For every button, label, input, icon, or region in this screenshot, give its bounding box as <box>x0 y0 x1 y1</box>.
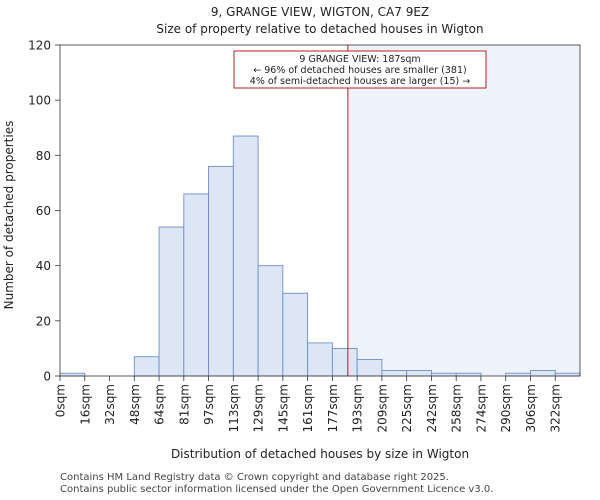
y-tick-label: 100 <box>28 94 51 108</box>
x-tick-label: 306sqm <box>524 384 538 432</box>
x-tick-label: 274sqm <box>474 384 488 432</box>
x-tick-label: 145sqm <box>276 384 290 432</box>
x-axis-ticks: 0sqm 16sqm 32sqm 48sqm 64sqm 81sqm 97sqm 113sqm… <box>54 376 563 432</box>
y-axis-label: Number of detached properties <box>2 121 16 310</box>
histogram-bar <box>406 370 432 377</box>
histogram-bar <box>356 359 383 377</box>
histogram-bar <box>430 372 457 377</box>
histogram-bar <box>59 372 86 377</box>
histogram-bar <box>455 372 482 377</box>
highlight-region <box>347 45 580 376</box>
chart-subtitle: Size of property relative to detached ho… <box>156 22 483 36</box>
x-tick-label: 129sqm <box>252 384 266 432</box>
annotation-box: 9 GRANGE VIEW: 187sqm ← 96% of detached … <box>233 50 487 89</box>
x-tick-label: 290sqm <box>499 384 513 432</box>
y-tick-label: 80 <box>36 149 51 163</box>
histogram-bar <box>282 292 309 377</box>
x-tick-label: 16sqm <box>78 384 92 425</box>
histogram-bar <box>257 265 284 377</box>
footer-copyright: Contains HM Land Registry data © Crown c… <box>60 472 449 483</box>
x-tick-label: 193sqm <box>351 384 365 432</box>
histogram-bar <box>183 193 210 377</box>
histogram-bar <box>232 135 259 377</box>
x-tick-label: 97sqm <box>202 384 216 425</box>
x-tick-label: 209sqm <box>375 384 389 432</box>
x-tick-label: 48sqm <box>128 384 142 425</box>
y-tick-label: 60 <box>36 204 51 218</box>
histogram-bars <box>59 135 581 377</box>
histogram-bar <box>158 226 185 377</box>
chart-title: 9, GRANGE VIEW, WIGTON, CA7 9EZ <box>211 5 429 19</box>
histogram-bar <box>307 342 333 377</box>
x-axis-label: Distribution of detached houses by size … <box>171 447 469 461</box>
footer-licence: Contains public sector information licen… <box>60 484 494 495</box>
y-axis-ticks: 0 20 40 60 80 100 120 <box>28 39 60 384</box>
annotation-frame <box>233 50 487 89</box>
x-tick-label: 64sqm <box>153 384 167 425</box>
histogram-bar <box>381 370 408 377</box>
x-tick-label: 177sqm <box>326 384 340 432</box>
x-tick-label: 258sqm <box>450 384 464 432</box>
x-tick-label: 32sqm <box>103 384 117 425</box>
y-tick-label: 40 <box>36 259 51 273</box>
x-tick-label: 113sqm <box>227 384 241 432</box>
x-tick-label: 81sqm <box>177 384 191 425</box>
y-tick-label: 120 <box>28 39 51 53</box>
x-tick-label: 0sqm <box>54 384 68 417</box>
y-tick-label: 20 <box>36 314 51 328</box>
histogram-bar <box>331 347 358 377</box>
histogram-bar <box>554 372 581 377</box>
histogram-bar <box>505 372 531 377</box>
x-tick-label: 225sqm <box>400 384 414 432</box>
histogram-bar <box>208 165 234 377</box>
x-tick-label: 161sqm <box>301 384 315 432</box>
annotation-line-2: ← 96% of detached houses are smaller (38… <box>253 65 466 76</box>
annotation-line-3: 4% of semi-detached houses are larger (1… <box>250 76 470 87</box>
annotation-line-1: 9 GRANGE VIEW: 187sqm <box>299 54 420 65</box>
histogram-bar <box>133 356 160 377</box>
plot-frame <box>59 44 581 377</box>
x-tick-label: 322sqm <box>549 384 563 432</box>
histogram-bar <box>530 370 556 377</box>
x-tick-label: 242sqm <box>425 384 439 432</box>
y-tick-label: 0 <box>43 370 51 384</box>
